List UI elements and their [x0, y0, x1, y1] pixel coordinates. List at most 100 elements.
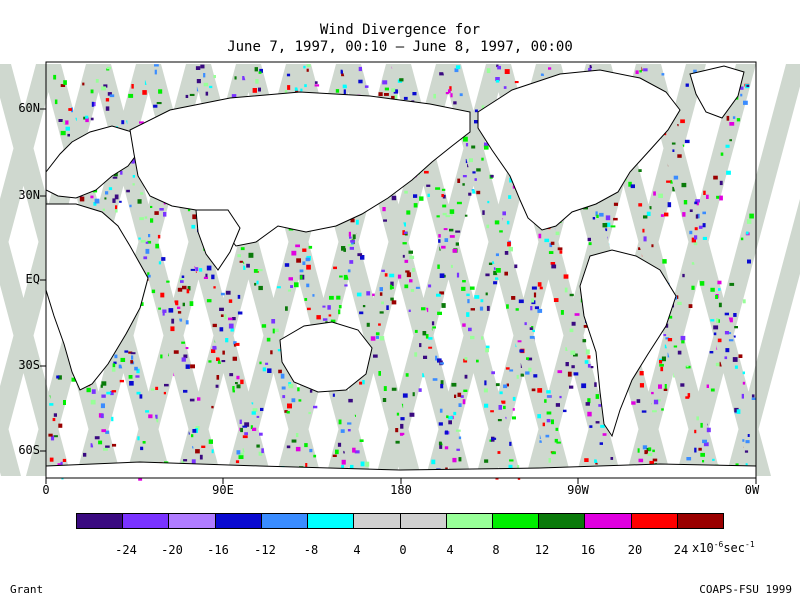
divergence-speck — [234, 76, 237, 80]
divergence-speck — [734, 326, 738, 329]
divergence-speck — [235, 460, 240, 464]
divergence-speck — [147, 274, 151, 278]
divergence-speck — [715, 295, 718, 299]
colorbar-swatch — [631, 514, 678, 528]
divergence-speck — [400, 423, 404, 429]
divergence-speck — [681, 340, 685, 344]
divergence-speck — [476, 168, 481, 172]
divergence-speck — [695, 214, 699, 219]
divergence-speck — [58, 423, 63, 428]
divergence-speck — [404, 190, 408, 194]
divergence-speck — [527, 357, 533, 361]
divergence-speck — [470, 335, 475, 340]
divergence-speck — [205, 273, 208, 277]
divergence-speck — [108, 187, 113, 191]
land-india — [195, 209, 241, 271]
divergence-speck — [359, 439, 364, 442]
divergence-speck — [295, 244, 300, 248]
colorbar-swatch — [169, 514, 216, 528]
divergence-speck — [393, 89, 398, 94]
divergence-speck — [139, 121, 144, 124]
divergence-speck — [565, 362, 569, 367]
divergence-speck — [260, 407, 264, 411]
divergence-speck — [112, 198, 116, 203]
divergence-speck — [459, 93, 463, 97]
divergence-speck — [157, 234, 161, 239]
divergence-speck — [355, 219, 359, 225]
divergence-speck — [406, 272, 411, 278]
divergence-speck — [300, 88, 303, 92]
divergence-speck — [746, 84, 750, 87]
divergence-speck — [495, 253, 499, 257]
divergence-speck — [550, 419, 554, 425]
divergence-speck — [230, 328, 234, 332]
divergence-speck — [569, 385, 574, 389]
divergence-speck — [719, 180, 723, 186]
divergence-speck — [404, 259, 409, 263]
divergence-speck — [456, 201, 462, 205]
divergence-speck — [229, 373, 234, 377]
divergence-speck — [49, 403, 54, 406]
divergence-speck — [409, 412, 415, 417]
divergence-speck — [504, 271, 508, 276]
colorbar-tick-label: -12 — [254, 543, 276, 557]
divergence-speck — [599, 212, 604, 217]
divergence-speck — [281, 386, 286, 390]
divergence-speck — [439, 444, 443, 449]
divergence-speck — [741, 393, 744, 399]
divergence-speck — [129, 381, 134, 386]
colorbar-units: x10-6sec-1 — [692, 540, 755, 555]
divergence-speck — [652, 410, 657, 413]
divergence-speck — [435, 355, 438, 361]
lon-label-180: 180 — [390, 483, 412, 497]
divergence-speck — [639, 371, 644, 376]
divergence-speck — [503, 405, 506, 410]
divergence-speck — [588, 67, 592, 72]
divergence-speck — [166, 280, 170, 283]
divergence-speck — [332, 393, 335, 397]
divergence-speck — [425, 307, 429, 313]
divergence-speck — [742, 371, 745, 375]
divergence-speck — [594, 382, 597, 387]
divergence-speck — [254, 282, 257, 286]
divergence-speck — [519, 349, 524, 353]
divergence-speck — [555, 231, 560, 236]
divergence-speck — [560, 310, 564, 315]
divergence-speck — [329, 295, 334, 300]
divergence-speck — [533, 374, 538, 378]
divergence-speck — [322, 318, 328, 321]
divergence-speck — [140, 192, 144, 195]
divergence-speck — [463, 136, 468, 142]
divergence-speck — [412, 392, 415, 397]
divergence-speck — [413, 203, 418, 208]
divergence-speck — [160, 354, 163, 359]
divergence-speck — [497, 419, 502, 422]
divergence-speck — [220, 292, 225, 296]
divergence-speck — [266, 337, 271, 342]
divergence-speck — [248, 252, 254, 258]
divergence-speck — [736, 118, 741, 122]
divergence-speck — [177, 287, 183, 292]
divergence-speck — [145, 241, 149, 244]
divergence-speck — [342, 84, 347, 89]
divergence-speck — [664, 384, 667, 389]
divergence-speck — [644, 450, 648, 455]
divergence-speck — [743, 100, 748, 105]
divergence-speck — [354, 450, 360, 454]
divergence-speck — [232, 390, 235, 393]
divergence-speck — [680, 119, 685, 124]
divergence-speck — [406, 210, 411, 215]
divergence-speck — [684, 139, 690, 144]
divergence-speck — [499, 391, 503, 395]
divergence-speck — [745, 440, 750, 444]
divergence-speck — [700, 422, 703, 428]
divergence-speck — [445, 467, 448, 471]
divergence-speck — [740, 237, 744, 241]
divergence-speck — [588, 242, 592, 246]
divergence-speck — [216, 375, 220, 380]
divergence-speck — [233, 341, 237, 345]
divergence-speck — [142, 441, 146, 444]
divergence-speck — [291, 439, 297, 443]
colorbar-swatch — [261, 514, 309, 528]
divergence-speck — [590, 366, 594, 369]
